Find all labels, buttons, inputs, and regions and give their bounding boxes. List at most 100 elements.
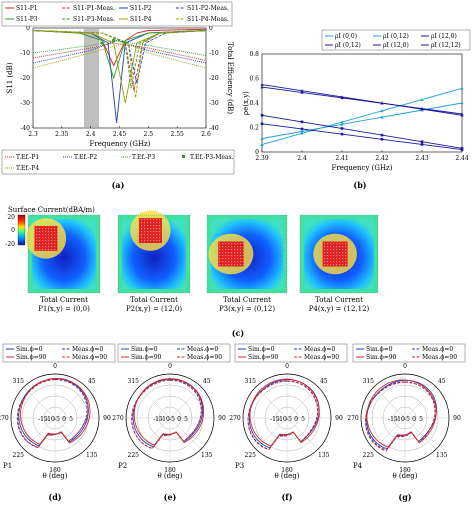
polar-radial-tick: 5 — [301, 416, 305, 423]
polar-angle-label: 90 — [453, 415, 461, 422]
polar-port-label: P4 — [353, 462, 363, 470]
polar-radial-tick: 5 — [69, 416, 73, 423]
polar-panels: Sim.ϕ=0 Meas.ϕ=0 Sim.ϕ=90 Meas.ϕ=90 0 315 270 2… — [0, 343, 466, 502]
chart-b-ytick-label: 0 — [255, 149, 259, 156]
legend-label: S11-P3 — [16, 16, 38, 23]
legend-label: Sim.ϕ=0 — [16, 346, 43, 353]
chart-a-ytick-label: -30 — [20, 100, 30, 107]
polar-radial-tick: -5 — [169, 416, 175, 423]
polar-radial-tick: -15 — [270, 416, 280, 423]
chart-b-xlabel: Frequency (GHz) — [332, 164, 393, 172]
polar-angle-label: 270 — [229, 415, 241, 422]
current-caption: Total Current — [40, 296, 88, 304]
legend-label: Sim.ϕ=90 — [131, 354, 162, 361]
polar-grid-spoke — [373, 417, 406, 450]
polar-chart: Sim.ϕ=0 Meas.ϕ=0 Sim.ϕ=90 Meas.ϕ=90 0 315 270 2… — [347, 343, 466, 502]
chart-b-marker — [380, 115, 384, 119]
chart-b-marker — [380, 101, 384, 105]
polar-radial-tick: -10 — [160, 416, 170, 423]
chart-b-series-line — [261, 123, 463, 151]
polar-radial-tick: -5 — [404, 416, 410, 423]
polar-grid-spoke — [404, 417, 437, 450]
colorbar-tick-top: 20 — [7, 214, 15, 221]
subfig-label-c: (c) — [232, 328, 245, 338]
current-panel-frame — [206, 214, 288, 294]
chart-a-ytick-label: -40 — [20, 125, 30, 132]
subfig-label-a: (a) — [112, 180, 125, 190]
chart-b-ylabel: ρe(x,y) — [242, 91, 250, 115]
polar-angle-label: 0 — [53, 363, 57, 370]
chart-b-ytick-label: 0.4 — [249, 100, 259, 107]
polar-outer-ring — [10, 373, 100, 463]
chart-b-marker — [380, 133, 384, 137]
chart-a-ylabel: S11 (dB) — [6, 62, 14, 93]
polar-port-label: P2 — [118, 462, 127, 470]
current-hotspot — [138, 218, 162, 244]
chart-c: Surface Current(dBA/m) 20 0 -20 Total Cu… — [5, 206, 379, 338]
polar-angle-label: 315 — [245, 378, 257, 385]
legend-label: ρI (12,0) — [383, 42, 409, 49]
polar-grid-spoke — [54, 417, 87, 450]
chart-a-marker — [123, 41, 127, 45]
chart-b-xtick-label: 2.4 — [297, 155, 307, 162]
polar-angle-label: 45 — [203, 378, 211, 385]
polar-angle-label: 0 — [168, 363, 172, 370]
chart-a-xtick-label: 2.5 — [144, 131, 154, 138]
chart-a-legend-top: S11-P1 S11-P1-Meas. S11-P2 S11-P2-Meas. S11-… — [1, 1, 233, 27]
chart-a-ytick-label: 0 — [26, 25, 30, 32]
polar-grid-spoke — [373, 386, 406, 419]
current-panel-frame — [299, 214, 379, 294]
colorbar — [17, 214, 26, 246]
polar-radial-tick: -10 — [45, 416, 55, 423]
legend-label: Sim.ϕ=90 — [248, 354, 279, 361]
chart-b-marker — [460, 101, 464, 105]
legend-label: T.Ef.-P1 — [16, 154, 39, 161]
polar-chart: Sim.ϕ=0 Meas.ϕ=0 Sim.ϕ=90 Meas.ϕ=90 0 315 270 2… — [0, 343, 116, 502]
chart-b-xtick-label: 2.43 — [415, 155, 429, 162]
polar-radial-tick: 0 — [62, 416, 66, 423]
chart-b-ytick-label: 0.2 — [249, 125, 259, 132]
subfig-label: (d) — [48, 492, 61, 502]
chart-b-marker — [260, 113, 264, 117]
polar-angle-label: 315 — [13, 378, 25, 385]
polar-angle-label: 225 — [245, 452, 257, 459]
chart-b-marker — [260, 136, 264, 140]
polar-angle-label: 270 — [347, 415, 359, 422]
legend-label: Sim.ϕ=0 — [248, 346, 275, 353]
legend-label: ρI (12,0) — [431, 33, 457, 40]
polar-angle-label: 90 — [335, 415, 343, 422]
polar-grid-spoke — [169, 417, 202, 450]
current-caption: Total Current — [130, 296, 178, 304]
legend-label: S11-P1 — [16, 5, 38, 12]
legend-label: ρI (0,0) — [335, 33, 357, 40]
polar-angle-label: 45 — [438, 378, 446, 385]
chart-a-y2tick-label: -10 — [209, 50, 219, 57]
polar-chart: Sim.ϕ=0 Meas.ϕ=0 Sim.ϕ=90 Meas.ϕ=90 0 315 270 2… — [229, 343, 348, 502]
current-panel-frame — [27, 214, 101, 294]
chart-b-marker — [380, 109, 384, 113]
polar-radial-tick: -15 — [153, 416, 163, 423]
chart-a-y2tick-label: -40 — [209, 125, 219, 132]
polar-radial-tick: -10 — [277, 416, 287, 423]
colorbar-tick-bottom: -20 — [5, 241, 15, 248]
chart-a-ytick-label: -10 — [20, 50, 30, 57]
legend-label: S11-P1-Meas. — [73, 5, 115, 12]
polar-radial-tick: 0 — [412, 416, 416, 423]
polar-grid-spoke — [255, 417, 288, 450]
chart-a-xtick-label: 2.35 — [55, 131, 69, 138]
chart-a-series-line — [32, 30, 207, 99]
polar-radial-tick: -15 — [388, 416, 398, 423]
legend-label: S11-P2-Meas. — [187, 5, 229, 12]
chart-b-marker — [420, 97, 424, 101]
polar-angle-label: 180 — [164, 467, 176, 474]
chart-b-marker — [300, 89, 304, 93]
chart-a-series-line — [32, 42, 207, 69]
chart-b-marker — [300, 131, 304, 135]
polar-outer-ring — [242, 373, 332, 463]
polar-angle-label: 180 — [399, 467, 411, 474]
polar-angle-label: 225 — [128, 452, 140, 459]
chart-b-xtick-label: 2.41 — [335, 155, 348, 162]
polar-pattern — [249, 378, 320, 447]
